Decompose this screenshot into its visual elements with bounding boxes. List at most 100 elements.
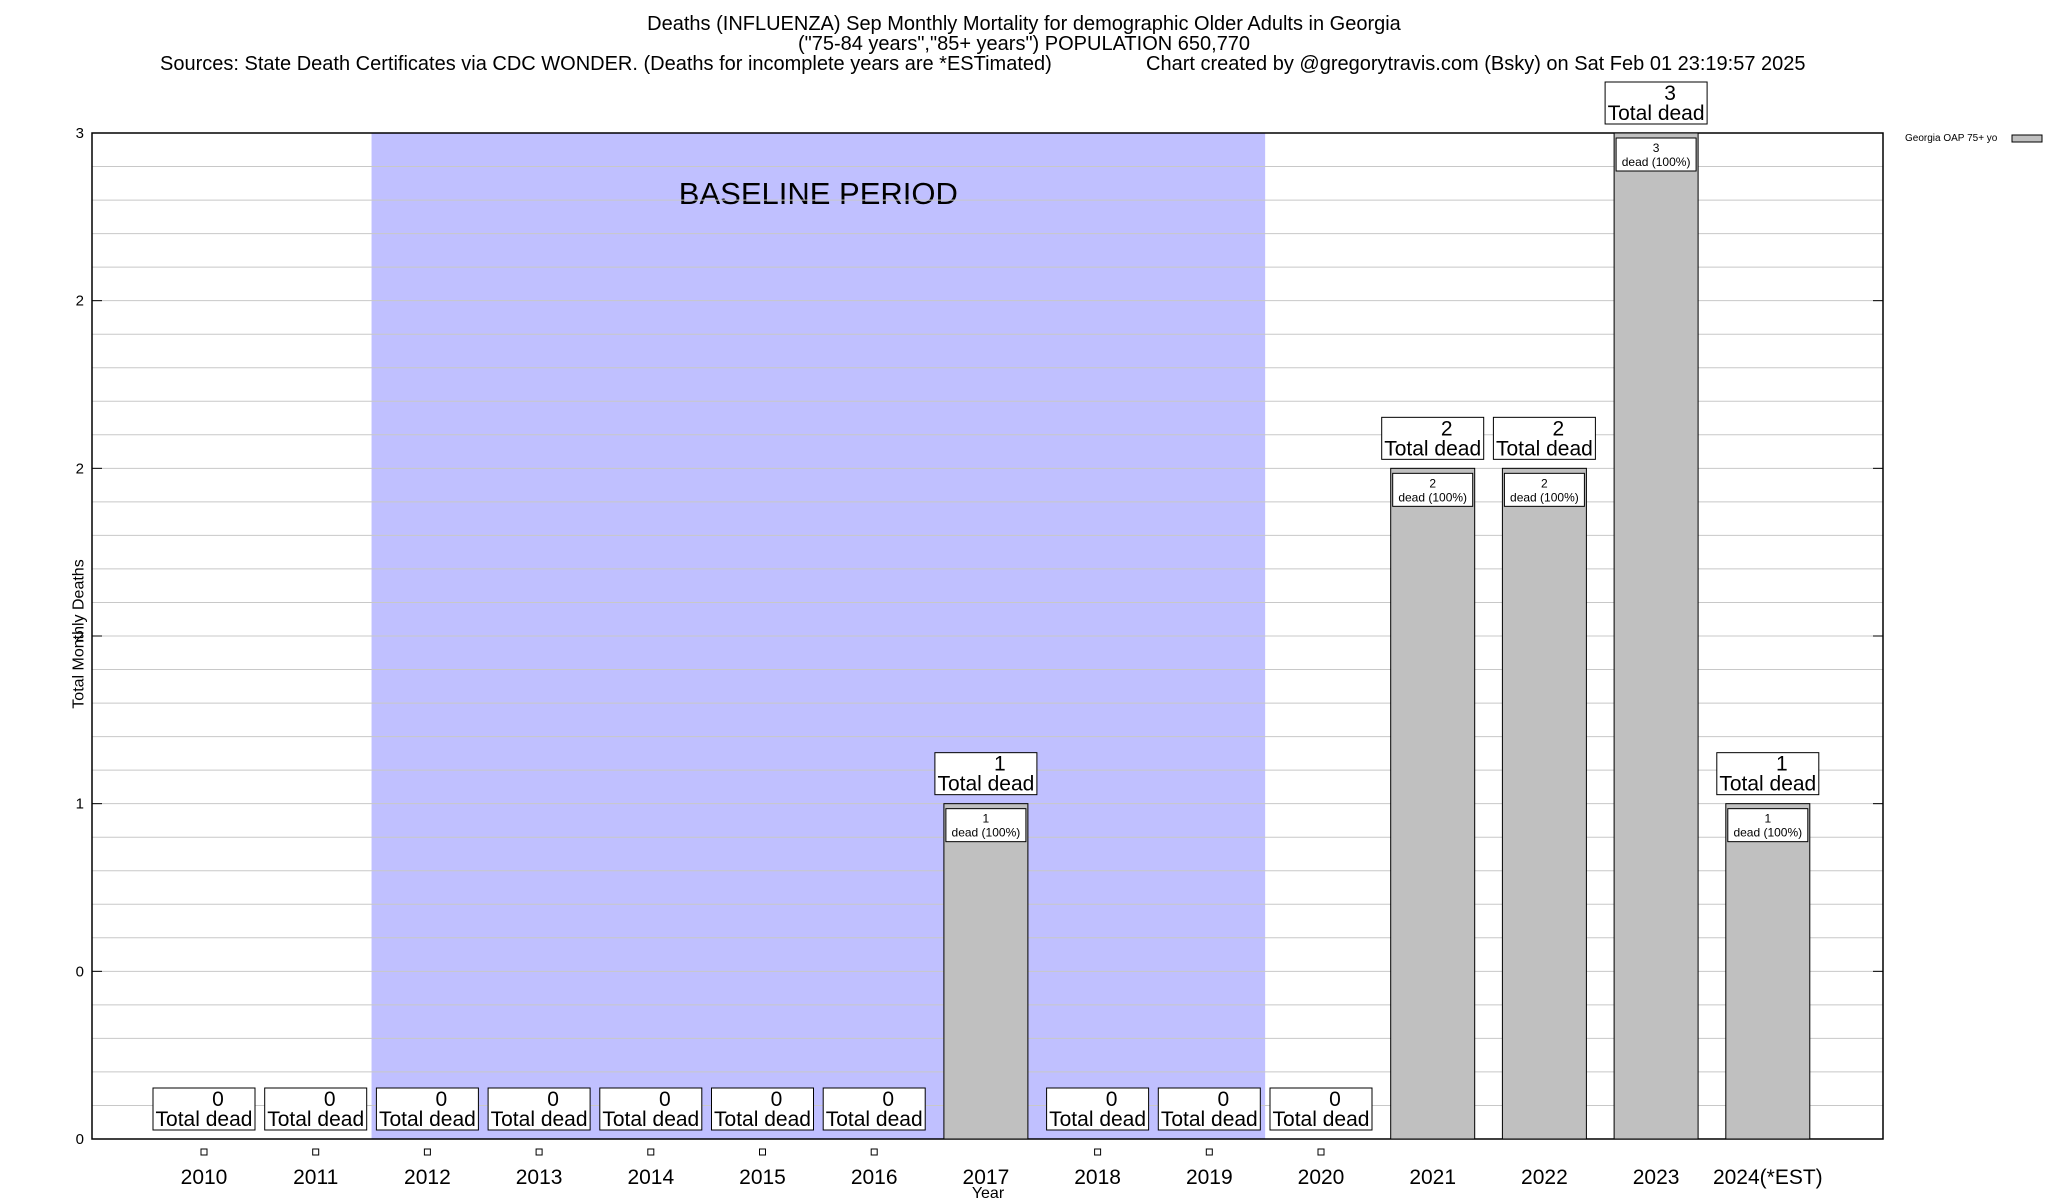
y-tick-label: 0 [76,1131,84,1148]
total-label-value: 0 [436,1088,448,1111]
chart-title: Deaths (INFLUENZA) Sep Monthly Mortality… [647,13,1401,35]
total-label-text: Total dead [1384,437,1481,460]
bar [1725,803,1811,1140]
zero-marker [200,1148,208,1156]
total-label-box [1381,416,1485,460]
total-label-box [1604,81,1708,125]
legend-swatch [2011,134,2043,143]
total-label-text: Total dead [602,1108,699,1131]
total-label-box [822,1087,926,1131]
total-label-value: 0 [1106,1088,1118,1111]
total-label-value: 2 [1441,417,1453,440]
x-tick-label: 2014 [627,1166,674,1189]
total-label-box [1269,1087,1373,1131]
x-tick-label: 2011 [293,1166,338,1189]
zero-marker [1317,1148,1325,1156]
zero-marker [647,1148,655,1156]
total-label-text: Total dead [826,1108,923,1131]
total-label-box [264,1087,368,1131]
total-label-box [711,1087,814,1131]
x-tick-label: 2010 [181,1166,228,1189]
inner-label-value: 3 [1653,141,1660,155]
y-tick-label: 3 [76,125,84,142]
zero-marker [1094,1148,1102,1156]
zero-marker [1205,1148,1213,1156]
x-tick-label: 2019 [1186,1166,1233,1189]
total-label-box [599,1087,703,1131]
inner-label-value: 1 [983,812,990,826]
inner-label-value: 1 [1764,812,1771,826]
x-tick-label: 2024(*EST) [1713,1166,1823,1189]
baseline-label: BASELINE PERIOD [679,176,958,211]
total-label-text: Total dead [1719,773,1816,796]
total-label-text: Total dead [1608,102,1705,125]
zero-marker [759,1148,766,1156]
total-label-text: Total dead [1161,1108,1258,1131]
chart-credit: Chart created by @gregorytravis.com (Bsk… [1146,53,1806,75]
total-label-text: Total dead [491,1108,588,1131]
inner-label-value: 2 [1541,476,1548,490]
x-tick-label: 2012 [404,1166,451,1189]
x-tick-label: 2022 [1521,1166,1568,1189]
total-label-value: 3 [1664,82,1676,105]
total-label-text: Total dead [267,1108,364,1131]
inner-label-text: dead (100%) [952,826,1021,840]
total-label-value: 1 [994,753,1006,776]
zero-marker [423,1148,431,1156]
total-label-box [152,1087,256,1131]
inner-label-value: 2 [1429,476,1436,490]
total-label-text: Total dead [156,1108,253,1131]
x-tick-label: 2020 [1298,1166,1345,1189]
total-label-box [375,1087,479,1131]
total-label-text: Total dead [1496,437,1593,460]
inner-label-box [1392,472,1474,507]
zero-marker [535,1148,543,1156]
inner-label-box [1615,137,1697,172]
total-label-box [1157,1087,1261,1131]
x-tick-label: 2021 [1409,1166,1456,1189]
chart-sources: Sources: State Death Certificates via CD… [160,53,1052,75]
x-tick-label: 2017 [963,1166,1010,1189]
zero-marker [870,1148,878,1156]
inner-label-box [1727,808,1809,843]
total-label-box [487,1087,591,1131]
total-label-value: 0 [659,1088,671,1111]
total-label-text: Total dead [379,1108,476,1131]
total-label-value: 0 [771,1088,783,1111]
x-axis-label: Year [972,1185,1005,1200]
x-tick-label: 2013 [516,1166,563,1189]
bar [1390,467,1476,1140]
total-label-box [1492,416,1596,460]
total-label-text: Total dead [1049,1108,1146,1131]
total-label-text: Total dead [714,1108,811,1131]
bar [1613,132,1699,1140]
total-label-text: Total dead [1273,1108,1370,1131]
y-tick-label: 1 [76,796,84,813]
x-tick-label: 2018 [1074,1166,1121,1189]
total-label-value: 0 [324,1088,336,1111]
inner-label-box [945,808,1027,843]
x-tick-label: 2015 [739,1166,786,1189]
inner-label-text: dead (100%) [1622,155,1691,169]
y-tick-label: 2 [76,628,84,645]
inner-label-box [1503,472,1585,507]
x-tick-label: 2016 [851,1166,898,1189]
y-tick-label: 2 [76,293,84,310]
total-label-value: 0 [1217,1088,1229,1111]
inner-label-text: dead (100%) [1398,490,1467,504]
total-label-text: Total dead [937,773,1034,796]
total-label-value: 2 [1553,417,1565,440]
total-label-value: 0 [212,1088,224,1111]
total-label-box [934,752,1038,796]
total-label-value: 0 [882,1088,894,1111]
total-label-value: 0 [1329,1088,1341,1111]
total-label-value: 0 [547,1088,559,1111]
total-label-value: 1 [1776,753,1788,776]
legend-label: Georgia OAP 75+ yo [1905,133,1998,144]
bar [1501,467,1587,1140]
total-label-box [1046,1087,1150,1131]
inner-label-text: dead (100%) [1733,826,1802,840]
y-tick-label: 2 [76,460,84,477]
y-tick-label: 0 [76,963,84,980]
